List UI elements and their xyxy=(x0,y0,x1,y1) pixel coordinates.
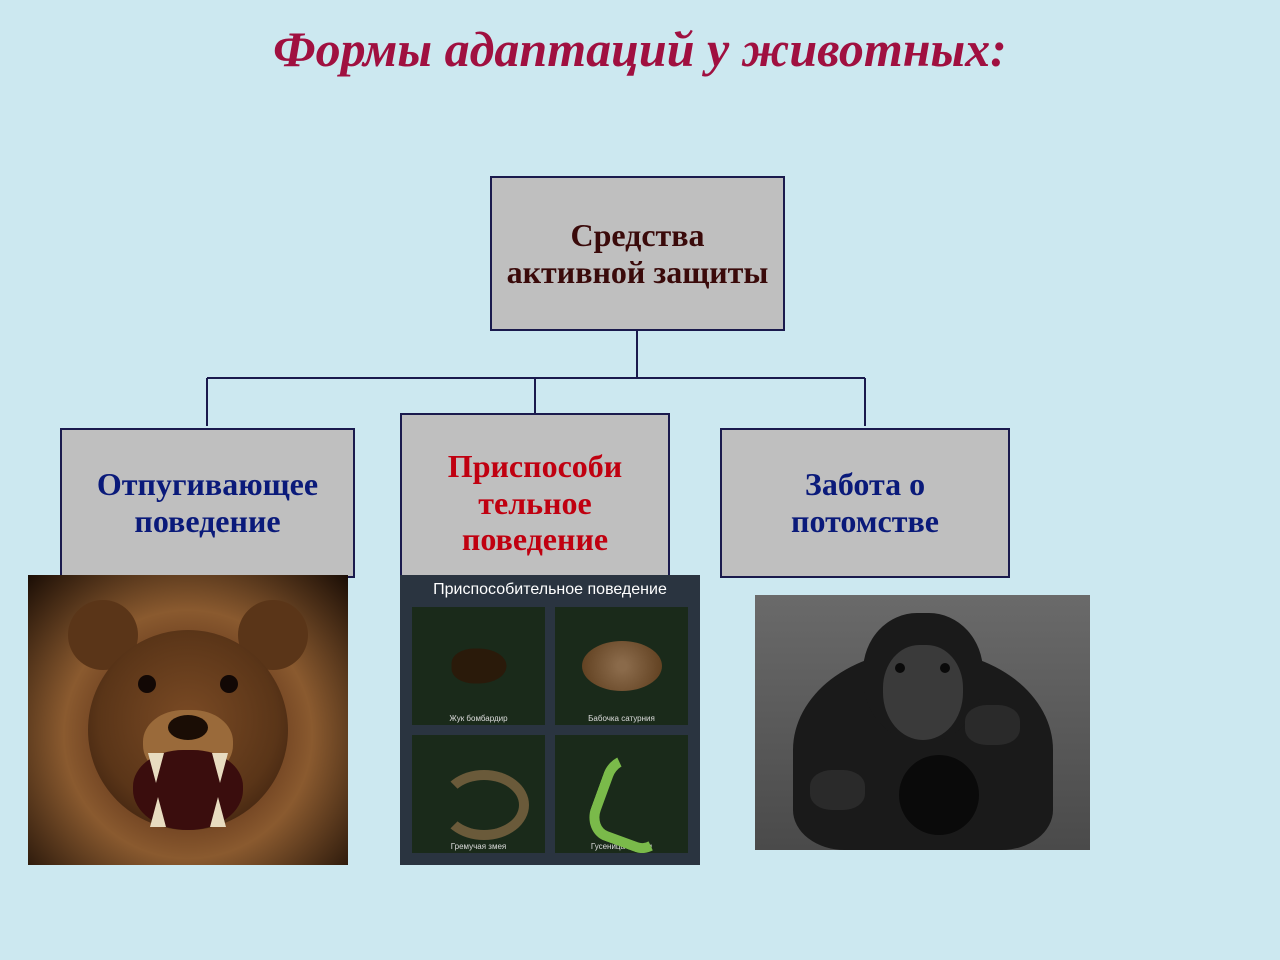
child-node-label: Приспособи тельное поведение xyxy=(408,448,662,558)
root-node-label: Средства активной защиты xyxy=(498,217,777,291)
hierarchy-diagram: Средства активной защиты Отпугивающее по… xyxy=(0,78,1280,558)
child-node-adaptive: Приспособи тельное поведение xyxy=(400,413,670,593)
slide-title: Формы адаптаций у животных: xyxy=(0,0,1280,78)
title-text: Формы адаптаций у животных: xyxy=(273,21,1007,77)
collage-illustration: Приспособительное поведение Жук бомбарди… xyxy=(400,575,700,865)
gorilla-illustration xyxy=(755,595,1090,850)
collage-image: Приспособительное поведение Жук бомбарди… xyxy=(400,575,700,865)
collage-cell-caterpillar: Гусеница гарпии xyxy=(555,735,688,853)
collage-header: Приспособительное поведение xyxy=(400,575,700,605)
child-node-label: Забота о потомстве xyxy=(728,466,1002,540)
bear-illustration xyxy=(28,575,348,865)
child-node-offspring: Забота о потомстве xyxy=(720,428,1010,578)
collage-cell-beetle: Жук бомбардир xyxy=(412,607,545,725)
gorilla-image xyxy=(755,595,1090,850)
collage-cell-moth: Бабочка сатурния xyxy=(555,607,688,725)
child-node-label: Отпугивающее поведение xyxy=(68,466,347,540)
bear-image xyxy=(28,575,348,865)
illustrations-row: Приспособительное поведение Жук бомбарди… xyxy=(0,570,1280,880)
child-node-deterrent: Отпугивающее поведение xyxy=(60,428,355,578)
collage-cell-snake: Гремучая змея xyxy=(412,735,545,853)
root-node: Средства активной защиты xyxy=(490,176,785,331)
